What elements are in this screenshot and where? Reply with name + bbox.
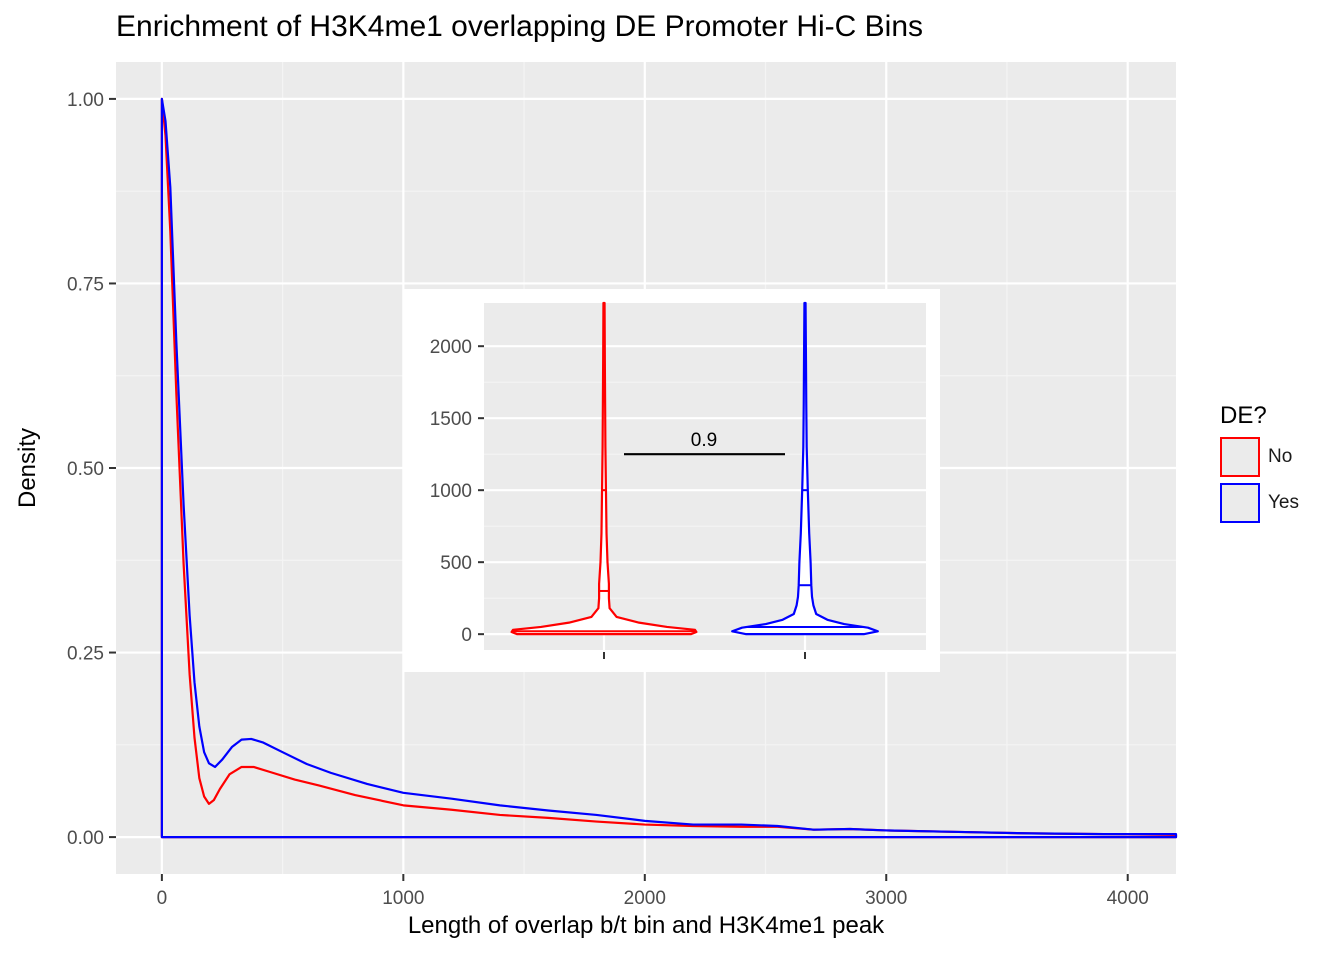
x-tick-label: 2000 (624, 888, 666, 909)
legend-item-no: No (1220, 434, 1299, 480)
legend-title: DE? (1220, 402, 1267, 429)
violin-yes (731, 301, 879, 636)
x-axis-label: Length of overlap b/t bin and H3K4me1 pe… (407, 912, 885, 939)
y-tick-label: 1.00 (67, 90, 104, 111)
y-tick-label: 0.50 (67, 459, 104, 480)
legend-key-no (1220, 437, 1260, 477)
legend: DE? No Yes (1220, 402, 1299, 526)
inset-y-tick-label: 500 (440, 553, 472, 574)
density-series (160, 97, 1178, 839)
legend-key-yes (1220, 483, 1260, 523)
violin-inset: 0 500 1000 1500 2000 0.9 (404, 289, 940, 672)
main-axes: 0 1000 2000 3000 4000 0.00 0.25 0.50 0.75 1.00 (67, 90, 1149, 909)
y-tick-label: 0.25 (67, 644, 104, 665)
inset-y-tick-label: 1000 (430, 481, 472, 502)
y-axis-label: Density (14, 427, 41, 509)
x-tick-label: 3000 (865, 888, 907, 909)
legend-item-yes: Yes (1220, 480, 1299, 526)
legend-label-no: No (1268, 446, 1293, 467)
inset-y-tick-label: 2000 (430, 337, 472, 358)
x-tick-label: 1000 (382, 888, 424, 909)
significance-label: 0.9 (691, 430, 717, 451)
inset-y-tick-label: 0 (461, 625, 472, 646)
violin-no (510, 301, 698, 636)
inset-panel (484, 303, 926, 650)
legend-label-yes: Yes (1268, 492, 1299, 513)
x-tick-label: 0 (157, 888, 168, 909)
inset-y-tick-label: 1500 (430, 409, 472, 430)
chart-title: Enrichment of H3K4me1 overlapping DE Pro… (116, 10, 923, 43)
density-line-yes (160, 97, 1178, 839)
y-tick-label: 0.75 (67, 274, 104, 295)
y-tick-label: 0.00 (67, 828, 104, 849)
x-tick-label: 4000 (1107, 888, 1149, 909)
